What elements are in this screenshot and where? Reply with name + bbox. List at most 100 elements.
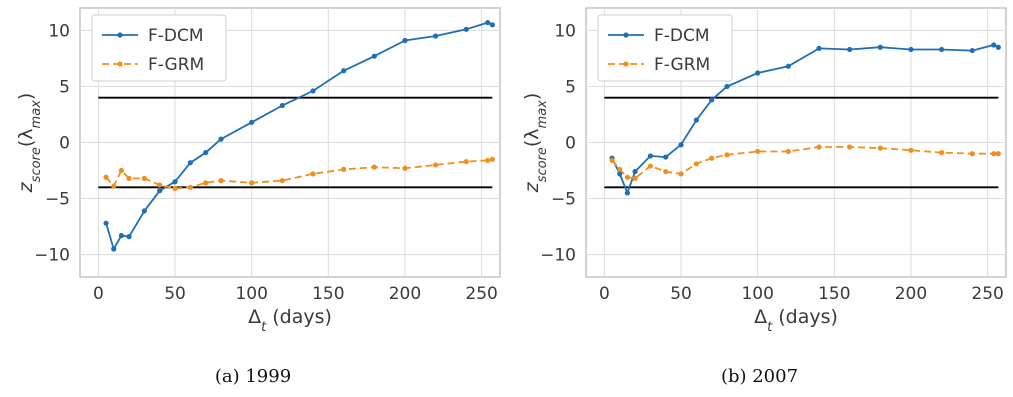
chart-1-series-0-point-9 [724,83,730,90]
chart-1-series-0-point-16 [939,46,945,53]
chart-0-series-0-point-17 [463,26,469,32]
chart-0-series-1-point-2 [118,167,124,174]
chart-0-series-0-point-3 [126,234,132,240]
chart-0-series-0-point-2 [118,232,124,239]
chart-1-series-1-point-12 [816,144,822,150]
chart-1-series-1-point-6 [678,171,684,177]
chart-1-series-0-point-8 [709,97,715,103]
caption-2007: (b) 2007 [720,366,799,387]
chart-0-series-1-point-8 [203,180,209,186]
chart-1-series-1-point-17 [969,151,975,157]
chart-0-series-0-point-12 [310,88,316,94]
chart-0-series-1-point-17 [463,158,469,165]
chart-1-xlabel: Δt (days) [754,306,838,335]
chart-1-series-0-point-13 [847,46,853,53]
chart-1-series-0-point-11 [785,63,791,69]
figure-panel-1999: 0 50 100 150 200 250 −10 −5 0 5 10 Δt (days) zscore(… [0,0,506,397]
chart-0-ytick-0: −10 [34,246,70,266]
chart-1-ytick-1: −5 [551,190,576,210]
chart-1-series-1-line [611,146,999,180]
chart-0-xtick-2: 100 [235,284,267,304]
chart-1-series-1-point-11 [785,148,791,155]
chart-0-series-0-line [105,21,493,252]
chart-1-series-1-point-16 [939,149,945,156]
chart-1-legend-label-0: F-DCM [654,26,710,46]
chart-0-ytick-2: 0 [59,134,70,154]
chart-0-xtick-5: 250 [465,284,497,304]
chart-0-series-0-point-5 [157,188,163,194]
chart-0-xtick-4: 200 [389,284,421,304]
chart-1-series-0-point-3 [632,169,638,175]
chart-0-legend-marker-0 [117,32,123,38]
chart-0-series-0-point-1 [111,246,117,252]
chart-1999: 0 50 100 150 200 250 −10 −5 0 5 10 Δt (days) zscore(… [15,7,501,335]
chart-1-series-0-point-18 [991,42,997,48]
chart-0-ytick-1: −5 [45,190,70,210]
chart-0-series-0-point-0 [103,220,109,226]
chart-0-series-0-point-16 [433,33,439,39]
chart-0-series-1-point-10 [249,180,255,186]
chart-2007: 0 50 100 150 200 250 −10 −5 0 5 10 Δt (days) zscore(… [521,7,1007,335]
chart-1-series-0-point-1 [617,171,623,177]
chart-0-legend-label-0: F-DCM [148,26,204,46]
chart-1-ytick-2: 0 [565,134,576,154]
chart-0-series-1-point-1 [111,183,117,189]
chart-0-series-0-point-11 [279,102,285,109]
chart-1-series-1-point-2 [624,174,630,180]
chart-1-series-0-point-4 [647,153,653,159]
chart-0-series-0-point-19 [489,22,495,28]
chart-1-xtick-2: 100 [741,284,773,304]
chart-1-series-1-point-13 [847,144,853,150]
chart-1-xtick-3: 150 [818,284,850,304]
chart-0-series-0-point-6 [172,179,178,185]
chart-0-series-1-point-19 [489,156,495,162]
chart-0-series-0-point-15 [402,37,408,44]
figure-panel-2007: 0 50 100 150 200 250 −10 −5 0 5 10 Δt (days) zscore(… [506,0,1013,397]
chart-1-legend-marker-1 [623,61,629,67]
chart-1-series-1-point-9 [724,152,730,158]
chart-1-xtick-0: 0 [599,284,610,304]
chart-0-xtick-0: 0 [93,284,104,304]
chart-0-xlabel: Δt (days) [248,306,332,335]
chart-0-legend-label-1: F-GRM [148,55,204,75]
chart-1-xtick-5: 250 [971,284,1003,304]
chart-1-series-1-point-5 [663,169,669,175]
chart-0-series-1-point-14 [371,164,377,170]
chart-1-series-0-point-19 [995,44,1001,50]
chart-1-series-0-point-6 [678,142,684,148]
chart-1-ytick-0: −10 [540,246,576,266]
chart-0-series-1-line [105,158,493,190]
chart-1-xtick-1: 50 [670,284,692,304]
chart-1-legend-marker-0 [623,32,629,38]
chart-1-series-0-point-5 [663,154,669,160]
chart-0-series-0-point-7 [187,160,193,166]
chart-1-series-0-point-7 [693,117,699,123]
chart-0-series-0-point-9 [218,136,224,142]
chart-0-series-1-point-18 [485,157,491,164]
chart-0-ytick-3: 5 [59,77,70,97]
chart-1-series-0-point-12 [816,45,822,51]
chart-0-series-1-point-11 [279,178,285,184]
chart-1-series-1-point-15 [908,147,914,153]
chart-1-series-1-point-19 [995,151,1001,157]
chart-0-xtick-3: 150 [312,284,344,304]
chart-1-series-0-line [611,44,999,196]
chart-1-series-0-point-15 [908,46,914,53]
chart-0-series-1-point-3 [126,175,132,181]
chart-0-ylabel: zscore(λmax) [15,93,44,194]
chart-0-series-1-point-15 [402,165,408,171]
chart-0-series-0-point-8 [203,149,209,156]
chart-0-series-0-point-4 [141,208,147,214]
chart-0-series-1-point-6 [172,185,178,192]
chart-1-series-1-point-8 [709,155,715,161]
chart-1-legend-label-1: F-GRM [654,55,710,75]
chart-1-series-1-point-18 [991,151,997,157]
chart-1-series-1-point-14 [877,145,883,151]
chart-0-legend-marker-1 [117,61,123,67]
chart-0-series-1-point-0 [103,174,109,180]
chart-0-series-1-point-5 [157,182,163,188]
chart-1-series-1-point-1 [617,166,623,172]
chart-1-series-0-point-17 [969,47,975,54]
chart-1-series-0-point-10 [755,70,761,76]
chart-0-ytick-4: 10 [48,21,70,41]
